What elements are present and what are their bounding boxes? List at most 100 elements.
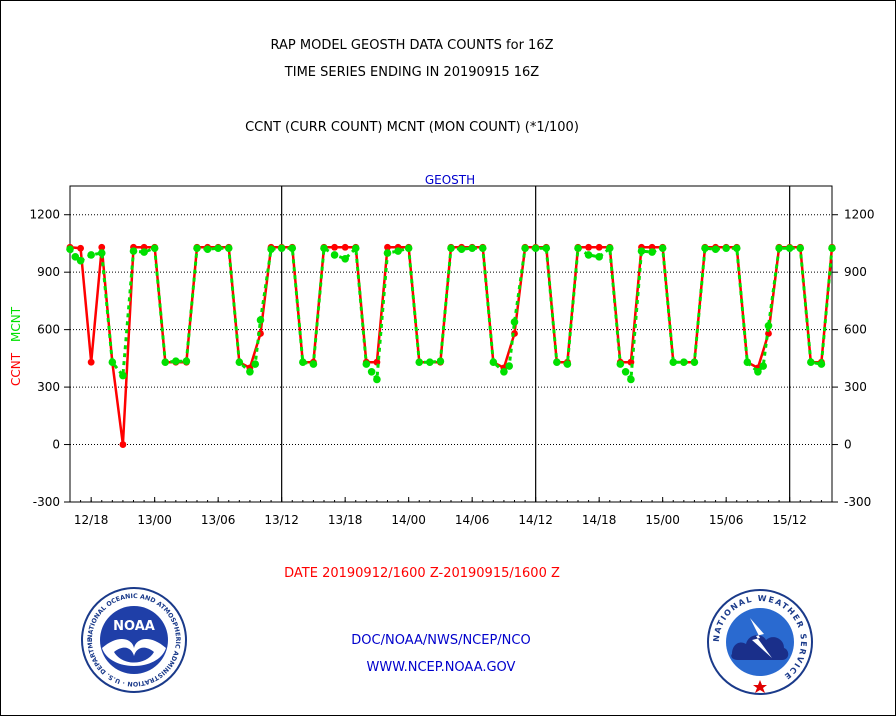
chart-title-line2: TIME SERIES ENDING IN 20190915 16Z xyxy=(284,65,540,80)
data-point-mcnt xyxy=(87,251,95,259)
data-point-mcnt xyxy=(796,244,805,253)
data-point-mcnt xyxy=(542,244,551,253)
data-point-mcnt xyxy=(161,358,170,366)
data-point-mcnt xyxy=(97,249,106,257)
data-point-mcnt xyxy=(574,244,582,253)
data-point-mcnt xyxy=(658,244,667,253)
org-label: DOC/NOAA/NWS/NCEP/NCO xyxy=(351,633,531,648)
data-point-mcnt xyxy=(251,360,260,368)
data-point-mcnt xyxy=(235,358,244,366)
data-point-mcnt xyxy=(605,244,614,253)
data-point-ccnt xyxy=(341,243,349,251)
data-point-mcnt xyxy=(595,253,603,261)
data-point-mcnt xyxy=(256,316,265,324)
data-point-mcnt xyxy=(119,371,127,380)
noaa-logo: NATIONAL OCEANIC AND ATMOSPHERIC ADMINIS… xyxy=(80,586,187,693)
x-tick-label: 13/12 xyxy=(264,513,299,527)
data-point-ccnt xyxy=(585,243,592,251)
y-axis-label-ccnt: CCNT xyxy=(9,352,23,386)
y-tick-label-left: 0 xyxy=(52,438,60,452)
data-point-mcnt xyxy=(553,358,561,366)
data-point-mcnt xyxy=(203,245,212,253)
y-tick-label-left: 1200 xyxy=(29,208,60,222)
data-point-mcnt xyxy=(330,251,339,259)
data-point-ccnt xyxy=(595,243,603,251)
data-point-mcnt xyxy=(510,318,519,326)
y-tick-label-right: -300 xyxy=(844,495,871,509)
data-point-mcnt xyxy=(447,244,455,253)
data-point-mcnt xyxy=(367,367,376,376)
data-point-mcnt xyxy=(648,248,656,256)
data-point-mcnt xyxy=(383,249,392,257)
data-point-mcnt xyxy=(584,251,593,259)
data-point-mcnt xyxy=(468,244,476,253)
data-point-mcnt xyxy=(404,244,413,253)
data-point-mcnt xyxy=(299,358,307,366)
series-line-ccnt xyxy=(69,246,834,445)
data-point-mcnt xyxy=(341,254,349,263)
data-point-mcnt xyxy=(76,256,85,265)
data-point-mcnt xyxy=(743,358,752,366)
x-tick-label: 14/06 xyxy=(455,513,490,527)
date-range-label: DATE 20190912/1600 Z-20190915/1600 Z xyxy=(284,566,560,581)
data-point-ccnt xyxy=(98,243,106,251)
data-point-mcnt xyxy=(711,245,720,253)
data-point-mcnt xyxy=(500,367,508,376)
data-point-mcnt xyxy=(415,358,424,366)
data-point-mcnt xyxy=(71,253,80,261)
data-point-mcnt xyxy=(701,244,709,253)
data-point-mcnt xyxy=(489,358,498,366)
y-tick-label-right: 0 xyxy=(844,438,852,452)
data-point-mcnt xyxy=(108,358,117,366)
data-point-mcnt xyxy=(621,367,630,376)
x-tick-label: 12/18 xyxy=(74,513,109,527)
data-point-mcnt xyxy=(224,244,233,253)
x-tick-label: 13/06 xyxy=(201,513,236,527)
y-tick-label-left: 300 xyxy=(37,380,60,394)
data-point-mcnt xyxy=(320,244,328,253)
data-point-ccnt xyxy=(87,358,95,366)
data-point-mcnt xyxy=(214,244,222,253)
x-tick-label: 15/12 xyxy=(772,513,807,527)
data-point-mcnt xyxy=(362,360,371,368)
chart-subtitle: GEOSTH xyxy=(425,173,475,187)
data-point-mcnt xyxy=(680,358,688,366)
data-point-mcnt xyxy=(373,375,381,384)
data-point-mcnt xyxy=(426,358,434,366)
website-label: WWW.NCEP.NOAA.GOV xyxy=(366,660,516,675)
y-axis-label-mcnt: MCNT xyxy=(9,306,23,342)
data-point-mcnt xyxy=(277,244,286,253)
data-point-mcnt xyxy=(309,360,318,368)
x-tick-label: 15/06 xyxy=(709,513,744,527)
data-point-mcnt xyxy=(246,367,254,376)
data-point-ccnt xyxy=(331,243,338,251)
y-tick-label-left: -300 xyxy=(33,495,60,509)
data-point-mcnt xyxy=(351,244,360,253)
data-point-mcnt xyxy=(478,244,487,253)
data-point-mcnt xyxy=(616,360,625,368)
nws-logo: NATIONAL WEATHER SERVICE xyxy=(707,589,813,695)
y-tick-label-left: 600 xyxy=(37,323,60,337)
data-point-mcnt xyxy=(129,247,138,255)
data-point-mcnt xyxy=(785,244,794,253)
data-point-mcnt xyxy=(193,244,201,253)
data-point-mcnt xyxy=(436,357,445,366)
data-point-mcnt xyxy=(288,244,297,253)
data-point-mcnt xyxy=(521,244,529,253)
data-point-mcnt xyxy=(817,360,826,368)
data-point-mcnt xyxy=(807,358,815,366)
data-point-ccnt xyxy=(765,330,772,337)
data-point-mcnt xyxy=(457,245,466,253)
data-point-mcnt xyxy=(140,248,148,256)
x-tick-label: 15/00 xyxy=(645,513,680,527)
data-point-ccnt xyxy=(384,243,391,251)
chart-title-line1: RAP MODEL GEOSTH DATA COUNTS for 16Z xyxy=(270,38,554,53)
y-tick-label-right: 600 xyxy=(844,323,867,337)
data-point-mcnt xyxy=(150,244,159,253)
data-point-mcnt xyxy=(775,244,783,253)
data-point-mcnt xyxy=(722,244,730,253)
data-point-mcnt xyxy=(764,322,773,330)
data-point-mcnt xyxy=(732,244,741,253)
data-point-mcnt xyxy=(267,245,275,253)
